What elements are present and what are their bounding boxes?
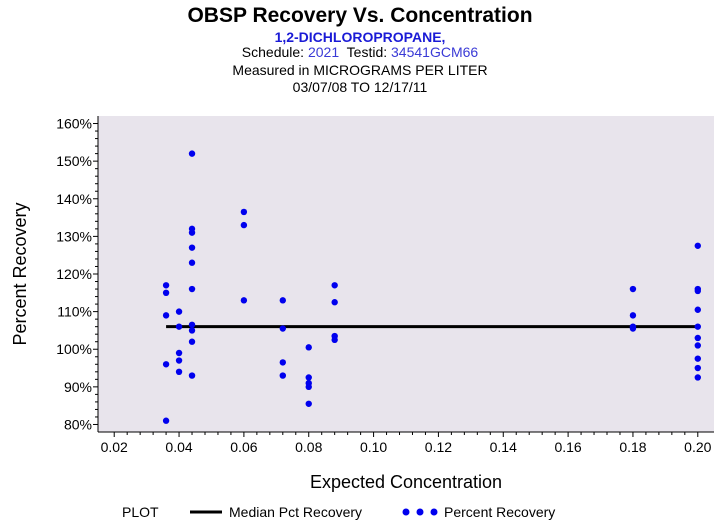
y-axis-label: Percent Recovery <box>10 202 30 345</box>
data-point <box>305 374 312 381</box>
schedule-line: Schedule: 2021 Testid: 34541GCM66 <box>0 44 720 60</box>
y-tick-label: 160% <box>56 116 92 132</box>
data-point <box>188 150 196 157</box>
data-point <box>279 297 286 304</box>
data-point <box>694 355 701 362</box>
y-tick-label: 140% <box>56 191 92 207</box>
legend-plot-label: PLOT <box>122 504 159 520</box>
legend-recovery-label: Percent Recovery <box>444 504 556 520</box>
data-point <box>331 282 338 289</box>
data-point <box>162 289 170 297</box>
y-tick-label: 100% <box>56 341 92 357</box>
data-point <box>175 368 183 376</box>
data-point <box>188 327 196 334</box>
y-tick-label: 130% <box>56 228 92 244</box>
date-range: 03/07/08 TO 12/17/11 <box>292 79 428 95</box>
data-point <box>279 325 286 332</box>
x-tick-label: 0.20 <box>684 439 711 455</box>
legend-median-label: Median Pct Recovery <box>229 504 363 520</box>
x-tick-label: 0.08 <box>295 439 322 455</box>
data-point <box>694 374 701 381</box>
x-tick-label: 0.18 <box>619 439 646 455</box>
data-point <box>305 344 312 351</box>
data-point <box>188 285 196 293</box>
testid-label: Testid: <box>346 44 388 60</box>
data-point <box>175 308 183 315</box>
data-point <box>188 229 196 236</box>
legend-point-swatch <box>430 508 438 516</box>
data-point <box>175 357 183 364</box>
x-tick-label: 0.12 <box>425 439 452 455</box>
testid-value[interactable]: 34541GCM66 <box>391 44 479 60</box>
data-point <box>279 372 286 379</box>
x-tick-label: 0.14 <box>490 439 517 455</box>
schedule-label: Schedule: <box>241 44 305 60</box>
y-tick-label: 120% <box>56 266 92 282</box>
x-tick-label: 0.06 <box>230 439 257 455</box>
data-point <box>694 323 701 330</box>
data-point <box>162 417 170 424</box>
data-point <box>694 242 701 249</box>
data-point <box>694 342 701 349</box>
data-point <box>305 400 312 407</box>
measured-units: Measured in MICROGRAMS PER LITER <box>232 62 488 78</box>
data-point <box>629 285 637 293</box>
data-point <box>162 361 170 368</box>
data-point <box>629 325 637 332</box>
data-point <box>694 364 701 372</box>
y-tick-label: 150% <box>56 153 92 169</box>
data-point <box>629 312 637 319</box>
plot-area <box>98 116 714 432</box>
x-tick-label: 0.16 <box>554 439 581 455</box>
compound-name: 1,2-DICHLOROPROPANE, <box>274 29 446 45</box>
data-point <box>162 282 170 289</box>
data-point <box>188 372 196 379</box>
data-point <box>188 259 196 266</box>
x-tick-label: 0.10 <box>360 439 387 455</box>
schedule-value[interactable]: 2021 <box>307 44 340 60</box>
data-point <box>331 299 338 306</box>
legend-point-swatch <box>402 508 410 516</box>
chart-title: OBSP Recovery Vs. Concentration <box>187 4 533 27</box>
legend-point-swatch <box>416 508 424 516</box>
data-point <box>694 287 701 295</box>
data-point <box>694 306 701 313</box>
data-point <box>188 244 196 251</box>
data-point <box>175 323 183 330</box>
x-tick-label: 0.02 <box>101 439 128 455</box>
data-point <box>240 208 248 216</box>
data-point <box>240 221 248 229</box>
data-point <box>279 359 286 366</box>
data-point <box>188 321 196 328</box>
data-point <box>175 349 183 357</box>
data-point <box>240 297 248 304</box>
x-axis-label: Expected Concentration <box>310 472 502 492</box>
data-point <box>694 334 701 342</box>
y-tick-label: 90% <box>64 379 92 395</box>
x-tick-label: 0.04 <box>165 439 192 455</box>
data-point <box>331 336 338 344</box>
data-point <box>188 338 196 345</box>
data-point <box>162 312 170 319</box>
y-tick-label: 110% <box>57 304 92 320</box>
y-tick-label: 80% <box>64 416 92 432</box>
data-point <box>305 383 312 391</box>
